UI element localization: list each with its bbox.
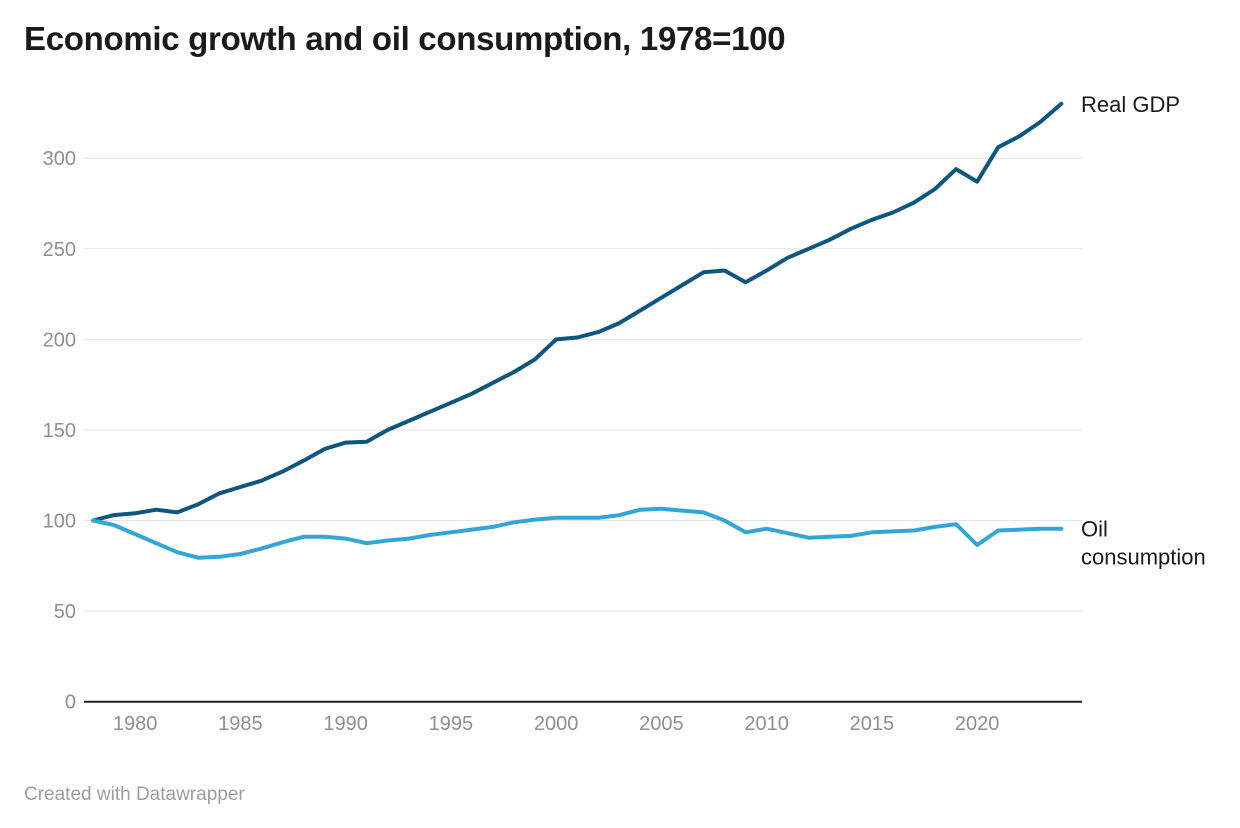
- chart-title: Economic growth and oil consumption, 197…: [24, 20, 786, 57]
- x-tick-label-2005: 2005: [639, 713, 684, 735]
- x-tick-label-2010: 2010: [744, 713, 789, 735]
- y-tick-label-200: 200: [43, 329, 76, 351]
- y-tick-label-250: 250: [43, 239, 76, 261]
- x-tick-label-1980: 1980: [113, 713, 158, 735]
- series-line-real-gdp[interactable]: [91, 101, 1064, 523]
- series-line-oil-consumption[interactable]: [91, 506, 1064, 560]
- series-label-oil-consumption-line2: consumption: [1081, 545, 1206, 570]
- y-tick-label-50: 50: [54, 601, 76, 623]
- y-tick-label-0: 0: [65, 692, 76, 714]
- x-tick-label-1985: 1985: [218, 713, 263, 735]
- x-tick-label-2015: 2015: [850, 713, 895, 735]
- series-label-oil-consumption-line1: Oil: [1081, 517, 1108, 542]
- x-tick-label-1995: 1995: [429, 713, 474, 735]
- y-tick-label-100: 100: [43, 511, 76, 533]
- x-tick-label-2000: 2000: [534, 713, 579, 735]
- y-tick-label-150: 150: [43, 420, 76, 442]
- datawrapper-credit: Created with Datawrapper: [24, 784, 245, 805]
- series-label-real-gdp: Real GDP: [1081, 92, 1180, 117]
- x-tick-label-1990: 1990: [323, 713, 368, 735]
- x-tick-label-2020: 2020: [955, 713, 1000, 735]
- y-tick-label-300: 300: [43, 148, 76, 170]
